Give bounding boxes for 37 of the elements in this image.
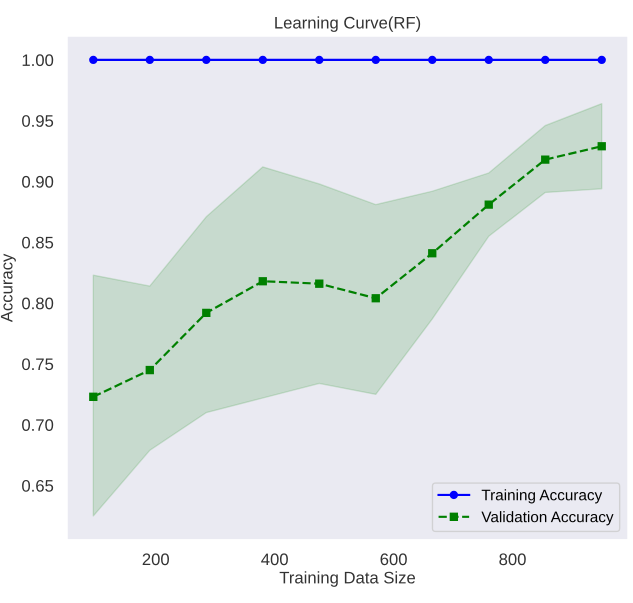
legend-label: Training Accuracy — [482, 489, 602, 504]
point — [372, 294, 380, 302]
point — [598, 142, 606, 150]
point — [258, 56, 267, 64]
point — [541, 155, 550, 164]
point — [428, 249, 436, 258]
y-tick-label: 0.95 — [22, 115, 54, 127]
point — [372, 56, 380, 64]
y-tick-label: 0.90 — [22, 176, 54, 188]
point — [146, 56, 154, 64]
x-tick-label: 400 — [261, 553, 288, 566]
point — [202, 56, 210, 64]
y-axis-title: Accuracy — [0, 254, 16, 322]
y-tick-label: 0.85 — [22, 236, 54, 249]
legend-label: Validation Accuracy — [481, 511, 614, 526]
point — [315, 56, 324, 64]
point — [258, 277, 267, 286]
x-tick-label: 800 — [499, 553, 526, 566]
point — [598, 56, 606, 64]
point — [541, 56, 550, 64]
point — [89, 392, 98, 401]
x-axis-title: Training Data Size — [280, 571, 416, 587]
y-tick-label: 1.00 — [22, 54, 54, 66]
y-tick-label: 0.70 — [22, 419, 54, 431]
y-tick-label: 0.80 — [22, 298, 54, 310]
x-tick-label: 600 — [380, 553, 407, 566]
point — [428, 56, 436, 64]
chart-title: Learning Curve(RF) — [275, 16, 420, 32]
point — [484, 200, 493, 209]
point — [89, 56, 98, 64]
point — [315, 280, 324, 288]
point — [146, 366, 154, 374]
x-tick-label: 200 — [142, 553, 169, 566]
point — [484, 56, 493, 64]
y-tick-label: 0.65 — [22, 480, 54, 492]
point — [202, 308, 210, 318]
y-tick-label: 0.75 — [22, 358, 54, 370]
